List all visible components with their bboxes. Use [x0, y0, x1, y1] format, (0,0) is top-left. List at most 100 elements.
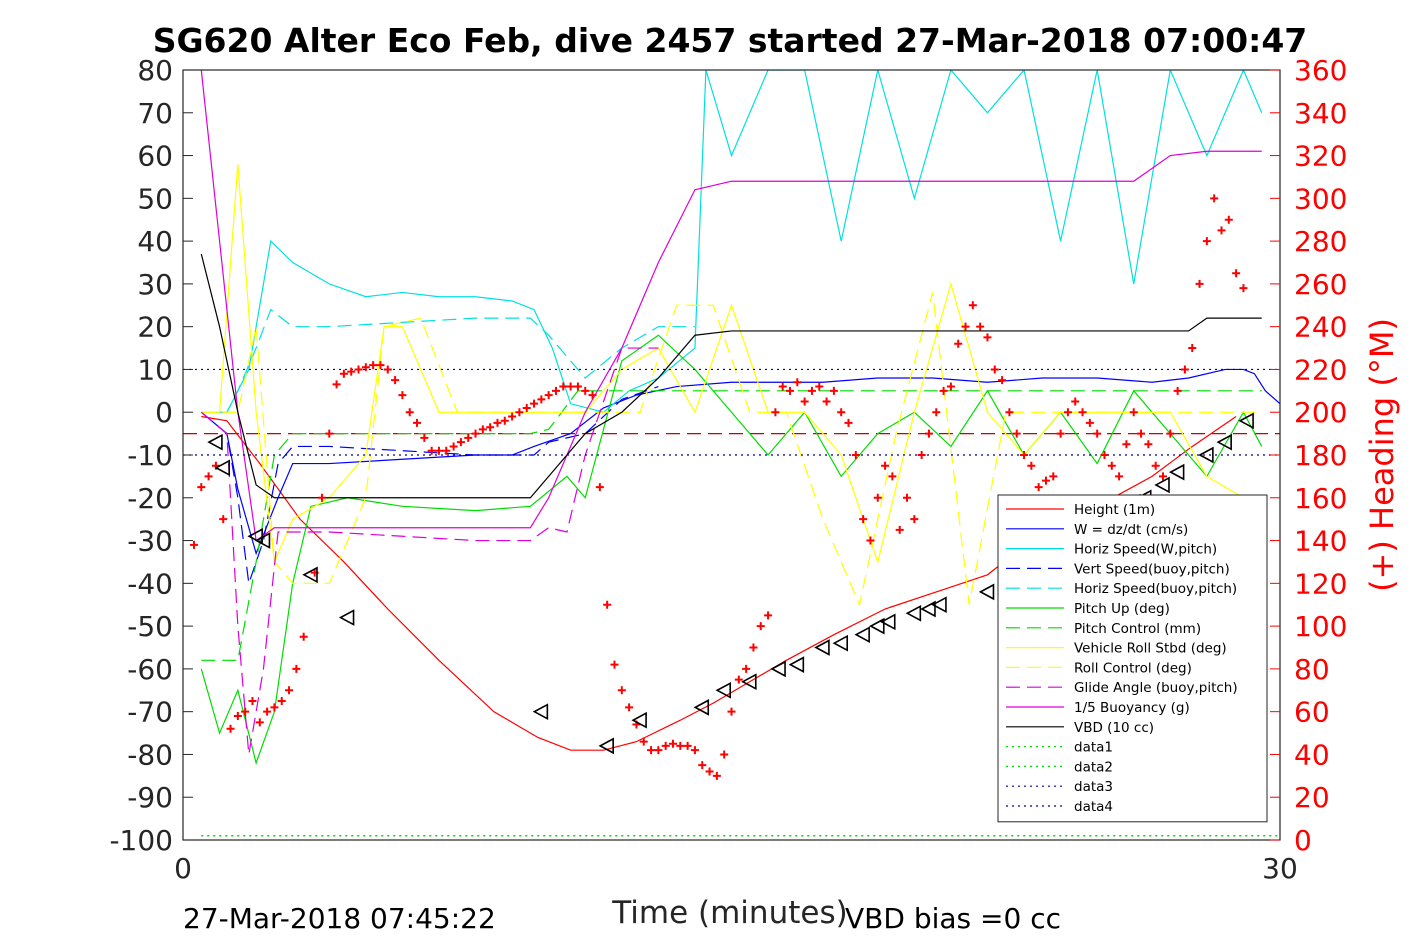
heading-point	[317, 493, 326, 502]
heading-point	[807, 386, 816, 395]
heading-point	[1232, 269, 1241, 278]
heading-point	[917, 451, 926, 459]
y-left-tick-label: 20	[137, 311, 173, 344]
y-left-tick-label: 70	[137, 97, 173, 130]
y-left-tick-label: -80	[127, 738, 173, 771]
heading-point	[1078, 408, 1087, 417]
heading-point	[1224, 215, 1233, 224]
heading-point	[478, 425, 487, 434]
triangle-marker	[814, 639, 830, 656]
heading-point	[573, 382, 582, 391]
heading-point	[844, 418, 853, 427]
heading-point	[1151, 461, 1160, 470]
legend-label-horiz-speed-buoy-pitch: Horiz Speed(buoy,pitch)	[1074, 581, 1237, 597]
triangle-marker	[1168, 463, 1185, 481]
heading-point	[998, 376, 1007, 385]
legend-label-w-dz-dt-cm-s: W = dz/dt (cm/s)	[1074, 522, 1188, 538]
heading-point	[1071, 397, 1080, 406]
heading-point	[391, 376, 400, 385]
x-tick-label: 30	[1262, 852, 1298, 885]
footer-timestamp: 27-Mar-2018 07:45:22	[183, 902, 496, 935]
y-left-tick-label: -30	[127, 525, 173, 558]
heading-point	[325, 429, 334, 438]
legend-label-horiz-speed-w-pitch: Horiz Speed(W,pitch)	[1074, 542, 1217, 558]
heading-point	[361, 363, 370, 372]
y-right-tick-label: 160	[1294, 482, 1347, 515]
heading-point	[786, 386, 795, 395]
heading-point	[771, 408, 780, 417]
triangle-marker	[1238, 412, 1254, 430]
y-right-tick-label: 200	[1294, 396, 1347, 429]
triangle-marker	[741, 673, 757, 691]
heading-point	[413, 418, 422, 427]
x-tick-label: 0	[174, 852, 192, 885]
triangle-marker	[869, 617, 885, 635]
series-roll-control-deg	[201, 292, 1262, 607]
y-right-tick-label: 360	[1294, 54, 1347, 87]
heading-point	[764, 611, 773, 620]
triangle-marker	[254, 532, 271, 549]
heading-point	[800, 397, 809, 406]
y-right-tick-label: 20	[1294, 781, 1330, 814]
y-right-tick-label: 120	[1294, 567, 1347, 600]
heading-point	[292, 664, 301, 673]
triangle-marker	[693, 699, 710, 716]
heading-point	[1107, 461, 1116, 470]
legend-label-vehicle-roll-stbd-deg: Vehicle Roll Stbd (deg)	[1074, 641, 1227, 657]
heading-point	[339, 369, 348, 378]
heading-point	[449, 442, 458, 451]
heading-point	[299, 632, 308, 641]
y-right-tick-label: 40	[1294, 738, 1330, 771]
heading-point	[1041, 476, 1050, 485]
heading-point	[1217, 226, 1226, 235]
heading-point	[990, 365, 999, 374]
triangle-marker	[214, 459, 231, 477]
heading-point	[924, 429, 933, 438]
y-left-tick-label: -90	[127, 781, 173, 814]
y-left-tick-label: 40	[137, 225, 173, 258]
triangle-marker	[1216, 433, 1232, 451]
heading-point	[263, 707, 272, 716]
triangle-marker	[1198, 446, 1214, 464]
series-pitch-control-mm	[201, 390, 1262, 661]
heading-point	[1158, 472, 1167, 481]
heading-point	[285, 686, 294, 695]
y-right-tick-label: 320	[1294, 140, 1347, 173]
heading-point	[1122, 440, 1131, 449]
triangle-marker	[905, 604, 922, 622]
heading-point	[859, 515, 868, 524]
heading-point	[712, 771, 721, 780]
triangle-marker	[770, 660, 786, 678]
heading-point	[903, 493, 912, 502]
heading-point	[189, 540, 198, 549]
heading-point	[1202, 237, 1211, 246]
heading-point	[332, 380, 341, 389]
heading-point	[566, 382, 575, 391]
heading-point	[420, 433, 429, 442]
heading-point	[749, 643, 758, 652]
triangle-marker	[598, 737, 614, 755]
heading-point	[270, 703, 279, 712]
heading-point	[427, 446, 436, 455]
heading-point	[976, 322, 985, 331]
heading-point	[851, 451, 860, 459]
heading-point	[654, 746, 663, 755]
legend-label-vert-speed-buoy-pitch: Vert Speed(buoy,pitch)	[1074, 561, 1230, 577]
heading-point	[197, 483, 206, 492]
heading-point	[1020, 451, 1029, 459]
legend-label-data1: data1	[1074, 740, 1113, 756]
heading-point	[1166, 429, 1175, 438]
heading-point	[756, 622, 765, 631]
heading-point	[661, 741, 670, 750]
triangle-marker	[631, 711, 647, 729]
y-right-tick-label: 300	[1294, 182, 1347, 215]
heading-point	[442, 446, 451, 455]
y-right-tick-label: 80	[1294, 653, 1330, 686]
heading-point	[248, 696, 257, 705]
heading-point	[610, 660, 619, 669]
heading-point	[537, 395, 546, 404]
series-vbd-10-cc	[200, 253, 1262, 499]
heading-point	[500, 416, 509, 425]
series-1-5-buoyancy-g	[200, 70, 1262, 542]
y-left-tick-label: 60	[137, 140, 173, 173]
